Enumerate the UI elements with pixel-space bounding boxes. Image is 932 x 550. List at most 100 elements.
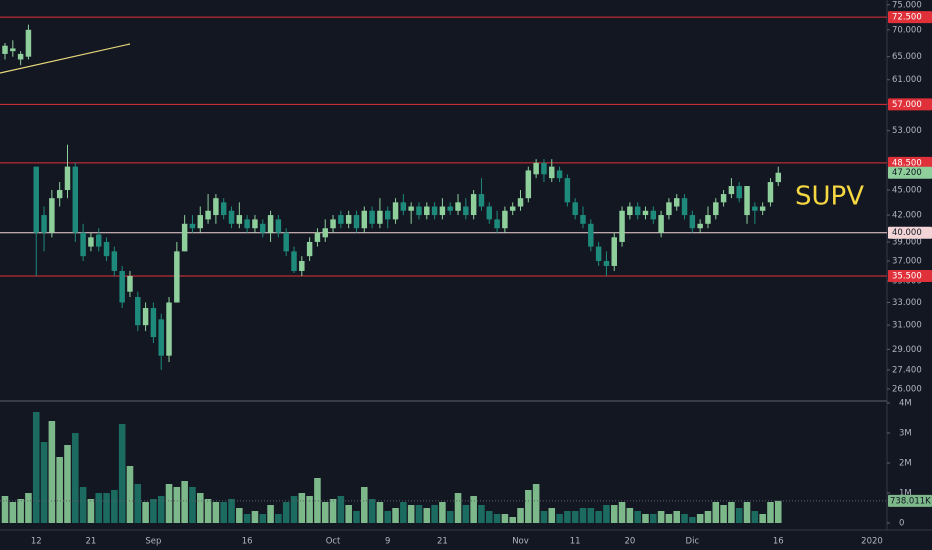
- candle-body: [392, 202, 399, 220]
- candle-body: [174, 251, 180, 303]
- candle-body: [400, 202, 407, 211]
- volume-bar: [704, 511, 712, 523]
- volume-bar: [95, 493, 103, 523]
- volume-bar: [9, 502, 17, 523]
- volume-bar: [243, 514, 251, 523]
- candle-body: [275, 219, 282, 233]
- y-tick-label: 37.000: [892, 257, 922, 267]
- x-tick-label: Sep: [145, 537, 161, 547]
- volume-bar: [64, 445, 71, 523]
- volume-bar: [665, 514, 673, 523]
- volume-bar: [353, 511, 360, 523]
- volume-bar: [439, 502, 446, 523]
- candle-body: [431, 206, 438, 216]
- candle-body: [127, 276, 133, 292]
- candle-body: [88, 237, 94, 247]
- candle-body: [642, 210, 649, 216]
- candle-body: [10, 48, 16, 52]
- x-tick-label: 12: [31, 537, 42, 547]
- volume-bar: [181, 481, 188, 523]
- candle-body: [775, 172, 782, 183]
- candle-body: [353, 215, 360, 229]
- volume-bar: [774, 500, 782, 523]
- y-tick-label: 42.000: [892, 211, 922, 221]
- candle-body: [673, 198, 680, 207]
- candle-body: [33, 166, 39, 233]
- candle-body: [135, 297, 141, 326]
- volume-bar: [298, 493, 306, 523]
- volume-bar: [134, 484, 142, 523]
- volume-bar: [673, 511, 681, 523]
- candle-body: [658, 215, 664, 233]
- volume-bar: [400, 502, 407, 523]
- volume-bar: [712, 502, 720, 523]
- volume-bar: [720, 505, 727, 523]
- volume-tick-label: 2M: [899, 459, 912, 469]
- candle-body: [384, 210, 391, 220]
- volume-bar: [642, 514, 649, 523]
- volume-bar: [634, 511, 641, 523]
- volume-bar: [478, 505, 485, 523]
- volume-bar: [290, 496, 298, 523]
- volume-bar: [446, 511, 454, 523]
- candle-body: [533, 162, 539, 175]
- volume-bar: [1, 496, 9, 523]
- candle-body: [408, 206, 414, 211]
- level-label: 48.500: [892, 158, 922, 168]
- volume-bar: [204, 499, 212, 523]
- candle-body: [283, 232, 289, 252]
- volume-bar: [493, 514, 501, 523]
- volume-bar: [696, 514, 704, 523]
- x-tick-label: Oct: [326, 537, 341, 547]
- volume-bar: [532, 484, 540, 523]
- volume-bar: [259, 514, 267, 523]
- level-label: 40.000: [892, 228, 922, 238]
- candle-body: [424, 206, 430, 216]
- trend-line: [0, 43, 131, 74]
- candle-body: [338, 215, 344, 224]
- volume-bar: [275, 514, 282, 523]
- candle-body: [142, 308, 149, 326]
- volume-bar: [251, 511, 259, 523]
- volume-bar: [626, 508, 634, 523]
- candle-body: [189, 223, 196, 229]
- y-tick-label: 33.000: [892, 298, 922, 308]
- candle-body: [56, 190, 63, 199]
- volume-tick-label: 4M: [899, 399, 912, 409]
- x-tick-label: Nov: [512, 537, 529, 547]
- level-tag: [888, 11, 932, 24]
- volume-bar: [189, 487, 196, 523]
- candle-body: [603, 261, 610, 266]
- candle-body: [650, 210, 657, 220]
- candle-body: [252, 219, 258, 229]
- volume-tick-label: 3M: [899, 429, 912, 439]
- volume-bar: [118, 424, 126, 523]
- x-tick-label: 21: [437, 537, 448, 547]
- candle-body: [291, 251, 297, 271]
- volume-bar: [525, 490, 532, 523]
- candle-body: [689, 215, 696, 229]
- candle-body: [25, 29, 32, 57]
- candle-body: [314, 232, 321, 242]
- candle-body: [166, 302, 172, 356]
- x-tick-label: 16: [773, 537, 784, 547]
- x-tick-label: 16: [242, 537, 253, 547]
- volume-bar: [282, 502, 290, 523]
- candle-body: [267, 215, 274, 233]
- volume-bar: [751, 511, 759, 523]
- volume-bar: [384, 511, 392, 523]
- candle-body: [463, 206, 469, 216]
- volume-bar: [735, 508, 743, 523]
- volume-bar: [157, 496, 165, 523]
- candle-body: [705, 215, 711, 224]
- volume-bar: [392, 508, 399, 523]
- volume-bar: [743, 502, 751, 523]
- volume-bar: [759, 514, 766, 523]
- candle-body: [556, 170, 563, 179]
- volume-bar: [587, 508, 595, 523]
- y-tick-label: 27.400: [892, 365, 922, 375]
- volume-bar: [40, 442, 48, 523]
- candle-body: [549, 166, 555, 179]
- y-tick-label: 39.000: [892, 237, 922, 247]
